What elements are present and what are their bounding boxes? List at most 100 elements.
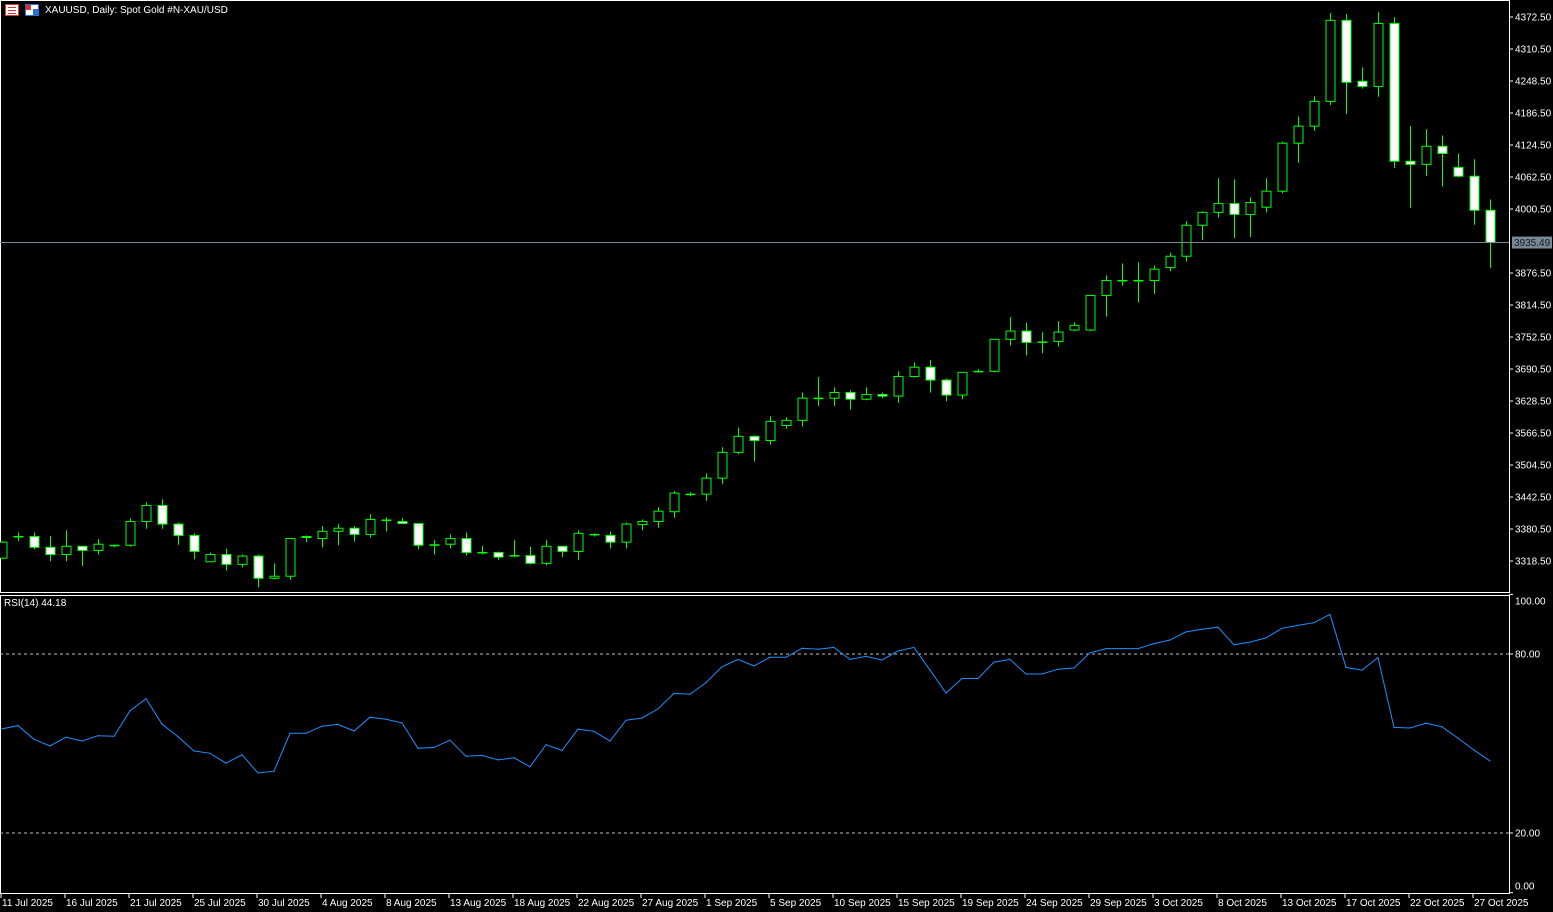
- candle[interactable]: [477, 545, 488, 555]
- candle[interactable]: [1213, 178, 1224, 218]
- candle[interactable]: [141, 502, 152, 529]
- candle[interactable]: [813, 377, 824, 406]
- candle[interactable]: [989, 338, 1000, 373]
- candle[interactable]: [909, 362, 920, 378]
- candle[interactable]: [397, 517, 408, 525]
- candle[interactable]: [1389, 17, 1400, 168]
- candle[interactable]: [733, 427, 744, 454]
- candle[interactable]: [1197, 211, 1208, 241]
- candle[interactable]: [1053, 321, 1064, 347]
- candle[interactable]: [1229, 179, 1240, 239]
- candle[interactable]: [845, 390, 856, 410]
- candle[interactable]: [1117, 263, 1128, 286]
- rsi-point: [1009, 658, 1011, 660]
- candle[interactable]: [1421, 129, 1432, 176]
- candle[interactable]: [333, 524, 344, 546]
- candle[interactable]: [269, 563, 280, 580]
- candle[interactable]: [717, 447, 728, 484]
- candle[interactable]: [765, 416, 776, 445]
- candle[interactable]: [1037, 332, 1048, 354]
- candle[interactable]: [429, 540, 440, 555]
- candle[interactable]: [253, 554, 264, 588]
- candle[interactable]: [77, 545, 88, 566]
- candle[interactable]: [1357, 67, 1368, 89]
- candle[interactable]: [1437, 135, 1448, 187]
- candle[interactable]: [541, 540, 552, 566]
- candle[interactable]: [861, 387, 872, 401]
- candle[interactable]: [973, 369, 984, 373]
- candle[interactable]: [0, 541, 8, 560]
- candle[interactable]: [29, 532, 40, 550]
- candle[interactable]: [1293, 116, 1304, 163]
- candle[interactable]: [45, 535, 56, 562]
- candle[interactable]: [317, 526, 328, 548]
- candle[interactable]: [1341, 14, 1352, 114]
- candle[interactable]: [1085, 294, 1096, 332]
- candle[interactable]: [1101, 275, 1112, 317]
- candle[interactable]: [301, 535, 312, 543]
- candle[interactable]: [685, 492, 696, 497]
- candle[interactable]: [1485, 199, 1496, 269]
- candle[interactable]: [941, 378, 952, 402]
- save-disk-icon[interactable]: [25, 4, 39, 16]
- candle[interactable]: [461, 532, 472, 556]
- candle[interactable]: [1133, 262, 1144, 303]
- candle[interactable]: [349, 526, 360, 542]
- candle[interactable]: [365, 514, 376, 538]
- candle[interactable]: [1165, 252, 1176, 272]
- candle[interactable]: [829, 387, 840, 406]
- candle[interactable]: [237, 554, 248, 568]
- candle[interactable]: [1069, 322, 1080, 332]
- candle[interactable]: [1325, 13, 1336, 105]
- candle[interactable]: [381, 517, 392, 532]
- candle[interactable]: [1005, 317, 1016, 346]
- candle[interactable]: [621, 522, 632, 549]
- time-tick-label: 4 Aug 2025: [322, 898, 373, 909]
- candle[interactable]: [413, 523, 424, 550]
- candle[interactable]: [701, 473, 712, 501]
- candle[interactable]: [157, 499, 168, 529]
- candle[interactable]: [1181, 221, 1192, 262]
- candle[interactable]: [1261, 178, 1272, 213]
- candle[interactable]: [221, 548, 232, 571]
- candle[interactable]: [605, 531, 616, 549]
- candle[interactable]: [61, 530, 72, 562]
- candle[interactable]: [893, 371, 904, 403]
- candle[interactable]: [1373, 12, 1384, 97]
- candle[interactable]: [557, 545, 568, 558]
- candle[interactable]: [781, 417, 792, 429]
- candle[interactable]: [669, 491, 680, 518]
- candle[interactable]: [13, 532, 24, 542]
- candle[interactable]: [189, 533, 200, 560]
- candle[interactable]: [1453, 153, 1464, 178]
- candle[interactable]: [493, 551, 504, 560]
- candle[interactable]: [637, 519, 648, 531]
- candle[interactable]: [525, 546, 536, 565]
- candle[interactable]: [653, 507, 664, 528]
- candle[interactable]: [109, 544, 120, 548]
- candle[interactable]: [1277, 141, 1288, 194]
- candle[interactable]: [173, 522, 184, 545]
- candle[interactable]: [1149, 265, 1160, 294]
- candle[interactable]: [573, 530, 584, 560]
- candle[interactable]: [509, 540, 520, 558]
- candle[interactable]: [925, 359, 936, 393]
- candle[interactable]: [1469, 159, 1480, 225]
- candle[interactable]: [205, 552, 216, 563]
- candle[interactable]: [749, 435, 760, 462]
- bull-candle-body: [813, 397, 824, 400]
- list-icon[interactable]: [5, 4, 19, 16]
- candle[interactable]: [1021, 322, 1032, 356]
- candle[interactable]: [285, 538, 296, 580]
- candle[interactable]: [957, 371, 968, 400]
- candle[interactable]: [445, 534, 456, 549]
- candle[interactable]: [1309, 96, 1320, 131]
- candle[interactable]: [125, 518, 136, 547]
- candle[interactable]: [797, 392, 808, 427]
- candle[interactable]: [93, 539, 104, 555]
- candle[interactable]: [1405, 126, 1416, 208]
- candle[interactable]: [589, 533, 600, 537]
- candle[interactable]: [877, 392, 888, 399]
- candle[interactable]: [1245, 197, 1256, 238]
